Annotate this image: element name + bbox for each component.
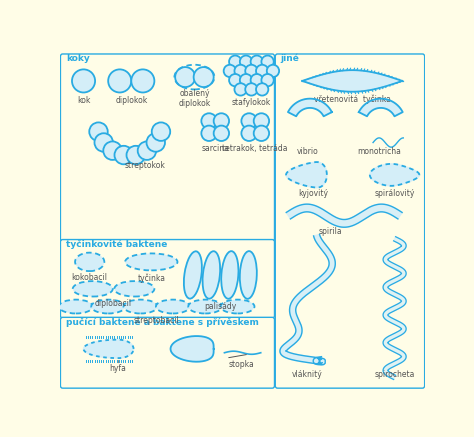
Circle shape — [108, 69, 131, 93]
Polygon shape — [286, 204, 402, 227]
Circle shape — [229, 55, 241, 68]
Ellipse shape — [73, 281, 113, 297]
Circle shape — [146, 133, 165, 152]
Text: monotricha: monotricha — [357, 147, 401, 156]
Ellipse shape — [221, 251, 238, 299]
Circle shape — [194, 67, 214, 87]
Text: obalený
diplokok: obalený diplokok — [178, 89, 210, 108]
FancyBboxPatch shape — [61, 239, 274, 318]
Ellipse shape — [59, 300, 93, 313]
Ellipse shape — [220, 300, 255, 313]
Circle shape — [254, 125, 269, 141]
Text: vibrio: vibrio — [297, 147, 319, 156]
Polygon shape — [286, 162, 327, 188]
Circle shape — [72, 69, 95, 93]
Polygon shape — [302, 70, 402, 92]
Text: stafylokok: stafylokok — [232, 98, 271, 107]
Circle shape — [175, 67, 195, 87]
Text: streptokok: streptokok — [125, 161, 165, 170]
Text: diplobacil: diplobacil — [94, 299, 131, 308]
Circle shape — [235, 65, 247, 77]
Circle shape — [224, 65, 236, 77]
Circle shape — [103, 142, 122, 160]
Text: spirálovitý: spirálovitý — [374, 190, 415, 198]
Circle shape — [245, 65, 257, 77]
Circle shape — [251, 74, 263, 87]
Circle shape — [94, 133, 113, 152]
Text: spirocheta: spirocheta — [374, 370, 415, 379]
Text: spirila: spirila — [319, 227, 343, 236]
Circle shape — [89, 122, 108, 141]
Text: jiné: jiné — [280, 54, 299, 63]
Circle shape — [214, 125, 229, 141]
Polygon shape — [280, 235, 335, 365]
Circle shape — [127, 146, 145, 164]
Circle shape — [241, 125, 257, 141]
Polygon shape — [383, 237, 406, 379]
Polygon shape — [370, 164, 419, 186]
Ellipse shape — [114, 281, 155, 297]
Text: hyfa: hyfa — [110, 364, 127, 372]
Circle shape — [138, 142, 156, 160]
Circle shape — [261, 55, 273, 68]
Circle shape — [201, 125, 217, 141]
Text: kok: kok — [77, 96, 90, 104]
FancyBboxPatch shape — [275, 54, 425, 388]
Circle shape — [251, 55, 263, 68]
Circle shape — [256, 65, 268, 77]
Circle shape — [214, 113, 229, 128]
Text: tyčinkovité baktene: tyčinkovité baktene — [66, 239, 167, 249]
Text: tyčinka: tyčinka — [137, 274, 165, 283]
Text: vřetenovitá  tyčinka: vřetenovitá tyčinka — [314, 95, 391, 104]
Text: diplokok: diplokok — [115, 96, 147, 104]
Text: tetrakok, tetráda: tetrakok, tetráda — [222, 144, 288, 153]
Circle shape — [240, 74, 252, 87]
Circle shape — [267, 65, 279, 77]
Ellipse shape — [91, 300, 125, 313]
Text: kyjovitý: kyjovitý — [298, 190, 328, 198]
Ellipse shape — [188, 300, 222, 313]
Text: kokobacil: kokobacil — [72, 274, 108, 282]
Circle shape — [152, 122, 170, 141]
Circle shape — [201, 113, 217, 128]
Ellipse shape — [124, 300, 157, 313]
Circle shape — [131, 69, 155, 93]
Ellipse shape — [202, 251, 220, 299]
Circle shape — [256, 83, 268, 96]
FancyBboxPatch shape — [61, 317, 274, 388]
Circle shape — [261, 74, 273, 87]
Circle shape — [229, 74, 241, 87]
Text: sarcina: sarcina — [201, 144, 229, 153]
Circle shape — [254, 113, 269, 128]
Polygon shape — [359, 99, 403, 116]
Text: koky: koky — [66, 54, 90, 63]
Circle shape — [245, 83, 257, 96]
Text: palisády: palisády — [204, 302, 237, 311]
Ellipse shape — [125, 253, 177, 271]
Circle shape — [240, 55, 252, 68]
Polygon shape — [83, 340, 134, 358]
Text: vláknitý: vláknitý — [292, 370, 323, 379]
Circle shape — [241, 113, 257, 128]
FancyBboxPatch shape — [61, 54, 274, 241]
Ellipse shape — [240, 251, 257, 299]
Text: stopka: stopka — [228, 360, 254, 369]
Ellipse shape — [184, 251, 202, 298]
Ellipse shape — [75, 253, 104, 271]
Ellipse shape — [156, 300, 190, 313]
Circle shape — [115, 146, 133, 164]
Text: streptobacil: streptobacil — [134, 316, 180, 325]
Polygon shape — [171, 336, 214, 362]
Text: pučící baktene a baktene s přívěskem: pučící baktene a baktene s přívěskem — [66, 317, 259, 327]
Polygon shape — [288, 99, 332, 116]
Circle shape — [235, 83, 247, 96]
